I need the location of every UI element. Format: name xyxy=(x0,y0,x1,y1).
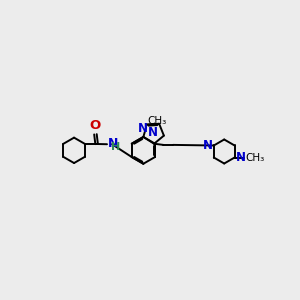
Text: H: H xyxy=(111,142,120,152)
Text: CH₃: CH₃ xyxy=(246,152,265,163)
Text: CH₃: CH₃ xyxy=(147,116,166,126)
Text: N: N xyxy=(138,122,148,135)
Text: N: N xyxy=(236,151,246,164)
Text: N: N xyxy=(108,137,118,150)
Text: N: N xyxy=(147,126,158,139)
Text: O: O xyxy=(90,119,101,132)
Text: N: N xyxy=(202,139,212,152)
